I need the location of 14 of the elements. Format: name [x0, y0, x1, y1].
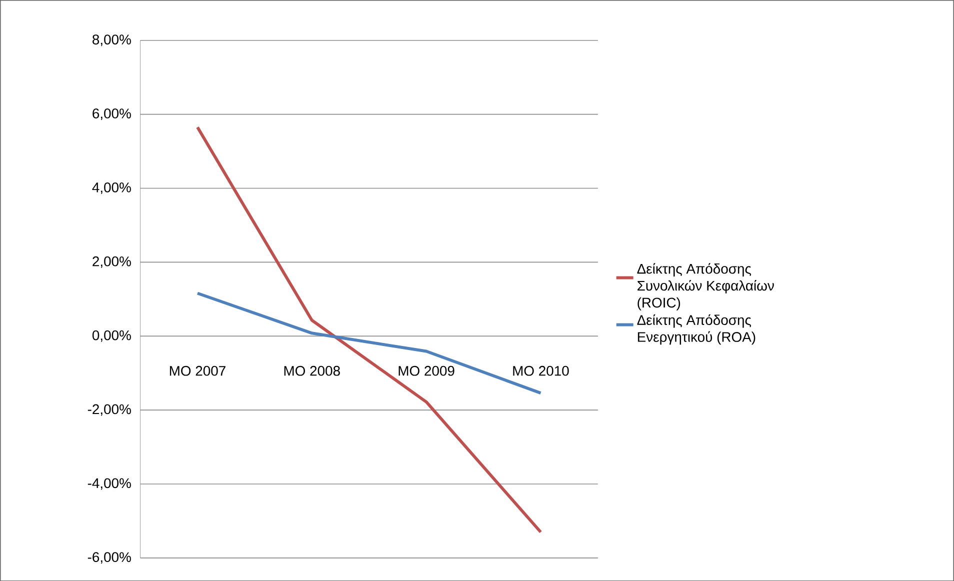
x-tick-label: ΜΟ 2010 — [513, 366, 569, 376]
x-tick-label: ΜΟ 2009 — [398, 366, 454, 376]
y-tick-label: 2,00% — [92, 256, 131, 268]
y-tick-label: 8,00% — [92, 34, 131, 46]
y-tick-label: -6,00% — [88, 552, 131, 564]
y-tick-label: -4,00% — [88, 478, 131, 490]
x-tick-label: ΜΟ 2007 — [170, 366, 226, 376]
y-tick-label: -2,00% — [88, 404, 131, 416]
legend-label: Δείκτης Απόδοσης Συνολικών Κεφαλαίων (ROIC) — [637, 262, 774, 310]
x-tick-label: ΜΟ 2008 — [284, 366, 340, 376]
y-tick-label: 6,00% — [92, 108, 131, 120]
y-tick-label: 0,00% — [92, 330, 131, 342]
legend-label: Δείκτης Απόδοσης Ενεργητικού (ROA) — [637, 314, 756, 345]
y-tick-label: 4,00% — [92, 182, 131, 194]
